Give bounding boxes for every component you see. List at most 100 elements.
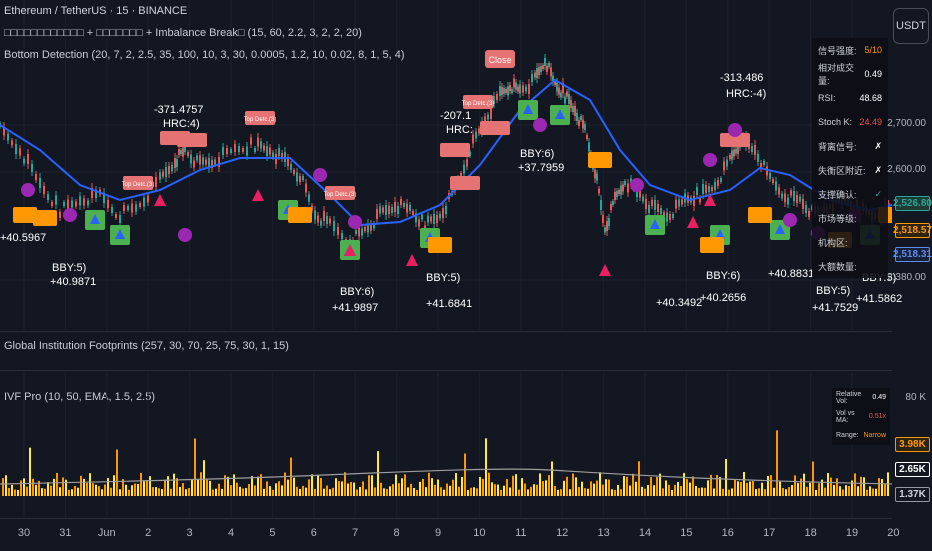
volume-bar (761, 482, 763, 496)
candle-body (614, 192, 616, 200)
bby-label: BBY:6) (706, 270, 741, 282)
time-axis[interactable]: 30 31 Jun 2 3 4 5 6 7 8 9 10 11 12 13 14 15 16 17 18 19 20 (0, 518, 900, 551)
volume-bar (482, 478, 484, 496)
volume-bar (221, 488, 223, 496)
bby-value-label: +41.6841 (426, 298, 473, 310)
volume-bar (239, 486, 241, 496)
triangle-marker (154, 194, 166, 206)
volume-bar (236, 482, 238, 496)
volume-bar (188, 488, 190, 496)
volume-bar (386, 489, 388, 496)
top-detect-marker (245, 111, 275, 125)
volume-bar (692, 476, 694, 496)
candle-body (184, 146, 186, 152)
candle-body (260, 141, 262, 149)
symbol-title[interactable]: Ethereum / TetherUS · 15 · BINANCE (4, 5, 188, 17)
candle-body (403, 203, 405, 207)
volume-bar (77, 487, 79, 496)
candle-body (364, 227, 366, 231)
volume-bar (851, 480, 853, 496)
bby-label: BBY:5) (816, 285, 851, 297)
volume-bar (218, 483, 220, 496)
candle-body (269, 147, 271, 155)
volume-bar (305, 487, 307, 496)
candle-body (600, 200, 602, 210)
candle-body (620, 185, 622, 195)
candle-body (478, 128, 480, 134)
top-detect-marker (450, 176, 480, 190)
hrc-value-label: -207.1 (440, 110, 472, 122)
candle-body (246, 146, 248, 156)
volume-bar (359, 486, 361, 496)
indicator-legend-institution[interactable]: Global Institution Footprints (257, 30, … (4, 340, 289, 352)
candle-body (11, 140, 13, 146)
volume-bar (65, 479, 67, 496)
volume-chart[interactable] (0, 372, 892, 518)
volume-bar (197, 479, 199, 496)
volume-bar (596, 480, 598, 496)
pane-separator[interactable] (0, 370, 892, 371)
volume-bar (14, 489, 16, 496)
volume-bar (755, 489, 757, 496)
candle-body (766, 166, 768, 176)
arrow-up-icon (115, 229, 125, 239)
currency-button[interactable]: USDT (893, 8, 929, 44)
top-detect-marker (463, 95, 493, 109)
volume-bar (668, 484, 670, 496)
volume-bar (440, 487, 442, 496)
candle-body (602, 215, 604, 223)
stats-value: 0.49 (872, 394, 886, 401)
candle-body (548, 63, 550, 67)
volume-bar (581, 481, 583, 496)
candle-body (127, 206, 129, 210)
candle-body (47, 194, 49, 200)
volume-bar (821, 479, 823, 496)
volume-bar (248, 484, 250, 496)
volume-bar (686, 479, 688, 496)
volume-bar (398, 483, 400, 496)
volume-bar (803, 473, 805, 496)
candle-body (678, 199, 680, 207)
volume-bar (458, 486, 460, 496)
candle-body (71, 200, 73, 208)
indicator-legend-ivf[interactable]: IVF Pro (10, 50, EMA, 1.5, 2.5) (4, 391, 156, 403)
time-label: 14 (638, 527, 652, 539)
volume-bar (134, 483, 136, 496)
volume-bar (107, 478, 109, 496)
volume-bar (392, 484, 394, 496)
candle-body (333, 221, 335, 231)
candle-body (412, 211, 414, 215)
candle-body (314, 210, 316, 220)
candle-body (588, 142, 590, 152)
volume-bar (605, 479, 607, 496)
indicator-legend-imbalance[interactable]: □□□□□□□□□□□□ + □□□□□□□ + Imbalance Break… (4, 27, 362, 39)
top-detect-marker (325, 186, 355, 200)
volume-bar (833, 484, 835, 496)
candle-body (263, 145, 265, 151)
top-detect-marker (440, 143, 470, 157)
signal-stats-table: 信号强度: 5/10 相对成交量: 0.49 RSI: 48.68 Stoch K: 24.4… (812, 38, 888, 278)
top-detect-marker (123, 176, 153, 190)
volume-bar (542, 481, 544, 496)
candle-body (385, 205, 387, 215)
pane-separator[interactable] (0, 331, 892, 332)
volume-bar (452, 479, 454, 496)
volume-ma-line (0, 468, 892, 485)
candle-body (222, 147, 224, 155)
volume-bar (719, 477, 721, 496)
price-tag: 2,526.80 (893, 196, 932, 211)
candle-body (15, 144, 17, 154)
candle-body (735, 148, 737, 154)
time-label: 13 (597, 527, 610, 539)
stats-value: 5/10 (864, 45, 882, 55)
volume-bar (137, 484, 139, 496)
price-axis[interactable]: 2,700.00 2,600.00 2,380.00 80 K (887, 0, 932, 520)
volume-bar (353, 482, 355, 496)
indicator-legend-bottom-detection[interactable]: Bottom Detection (20, 7, 2, 2.5, 35, 100… (4, 49, 405, 61)
candle-body (180, 150, 182, 154)
volume-bar (635, 481, 637, 496)
purple-dot-marker (533, 118, 547, 132)
volume-bar (695, 486, 697, 496)
candle-body (711, 187, 713, 191)
candle-body (657, 204, 659, 212)
